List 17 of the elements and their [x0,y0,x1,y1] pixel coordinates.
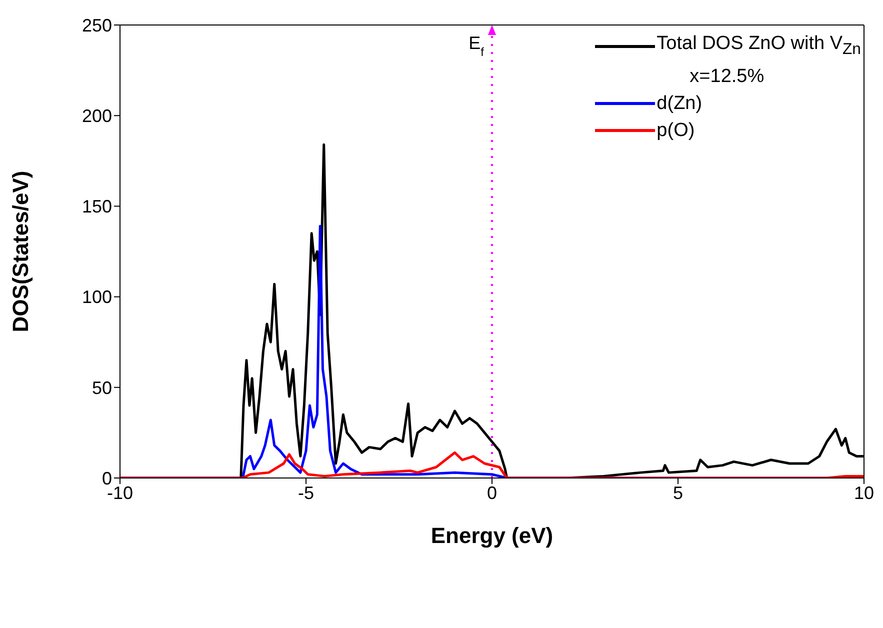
ref-line-label: E$_{f}$ [468,33,485,59]
x-axis-title: Energy (eV) [430,523,554,548]
x-tick-label: 0 [486,482,498,503]
annotation: x=12.5% [688,64,766,89]
y-tick-label: 150 [82,196,112,217]
legend-label: p(O) [656,118,695,143]
x-tick-label: -5 [298,482,314,503]
y-axis-title: DOS(States/eV) [8,170,33,332]
legend-label: d(Zn) [656,92,702,116]
y-tick-label: 100 [82,287,112,308]
y-tick-label: 250 [82,15,112,36]
x-tick-label: 10 [854,482,874,503]
legend-label: Total DOS ZnO with V$_{Zn}$ [656,32,861,60]
x-tick-label: 5 [672,482,684,503]
y-tick-label: 50 [92,378,112,398]
y-tick-label: 0 [102,468,112,488]
y-tick-label: 200 [82,106,112,126]
